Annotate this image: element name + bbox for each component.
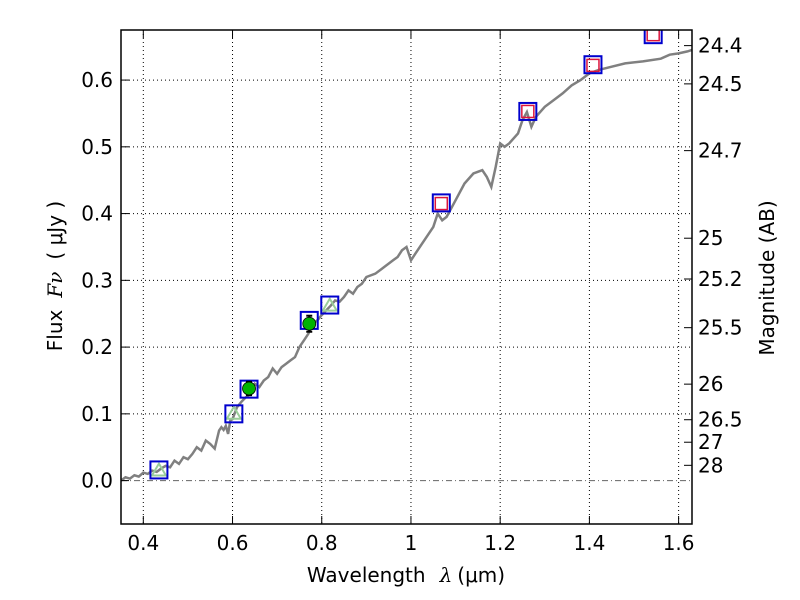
model-square-marker bbox=[586, 58, 600, 73]
y-tick-label: 0.3 bbox=[81, 268, 113, 292]
magnitude-tick-label: 28 bbox=[698, 453, 723, 477]
magnitude-tick-label: 25.5 bbox=[698, 316, 743, 340]
model-triangle-marker bbox=[321, 296, 339, 312]
x-tick-label: 1.4 bbox=[573, 531, 605, 555]
model-square-marker bbox=[521, 104, 535, 119]
x-tick-label: 1.6 bbox=[663, 531, 695, 555]
spectrum-line bbox=[121, 48, 692, 482]
tick-labels: 0.4 0.6 0.8 1 1.2 1.4 1.6 0.0 0.1 0.2 0.3 0.4 0.5 0.6… bbox=[81, 34, 742, 555]
y-tick-label: 0.6 bbox=[81, 68, 113, 92]
x-tick-label: 0.4 bbox=[127, 531, 159, 555]
y-tick-label: 0.2 bbox=[81, 335, 113, 359]
y-tick-label: 0.0 bbox=[81, 469, 113, 493]
markers bbox=[149, 30, 663, 480]
observed-square-marker bbox=[583, 55, 603, 75]
plot-frame bbox=[120, 29, 693, 525]
magnitude-tick-label: 26 bbox=[698, 372, 723, 396]
magnitude-tick-label: 27 bbox=[698, 430, 723, 454]
model-square-marker bbox=[646, 30, 660, 42]
magnitude-tick-label: 24.5 bbox=[698, 72, 743, 96]
y-axis-title: FluxFν( μJy ) bbox=[43, 201, 67, 351]
model-square-marker bbox=[434, 196, 449, 211]
detection-point bbox=[242, 381, 256, 396]
model-triangle-marker bbox=[150, 461, 168, 477]
magnitude-tick-label: 25.2 bbox=[698, 267, 743, 291]
axis-ticks bbox=[121, 30, 692, 524]
y-tick-label: 0.5 bbox=[81, 135, 113, 159]
observed-square-marker bbox=[320, 295, 340, 315]
y2-axis-title: Magnitude (AB) bbox=[755, 200, 779, 355]
observed-square-marker bbox=[431, 193, 451, 213]
observed-square-marker bbox=[224, 404, 244, 424]
detection-point bbox=[302, 316, 317, 331]
y-tick-label: 0.4 bbox=[81, 202, 113, 226]
grid bbox=[121, 30, 692, 524]
x-axis-title: Wavelength λ (μm) bbox=[307, 563, 505, 587]
x-tick-label: 1.2 bbox=[484, 531, 516, 555]
magnitude-tick-label: 24.7 bbox=[698, 139, 743, 163]
x-tick-label: 0.8 bbox=[306, 531, 338, 555]
model-triangle-marker bbox=[225, 404, 243, 420]
y-tick-label: 0.1 bbox=[81, 402, 113, 426]
magnitude-tick-label: 24.4 bbox=[698, 34, 743, 58]
x-tick-label: 0.6 bbox=[217, 531, 249, 555]
observed-square-marker bbox=[239, 379, 259, 399]
magnitude-tick-label: 26.5 bbox=[698, 408, 743, 432]
observed-square-marker bbox=[518, 101, 538, 121]
magnitude-tick-label: 25 bbox=[698, 226, 723, 250]
x-tick-label: 1 bbox=[405, 531, 418, 555]
observed-square-marker bbox=[643, 30, 663, 45]
observed-square-marker bbox=[149, 460, 169, 480]
